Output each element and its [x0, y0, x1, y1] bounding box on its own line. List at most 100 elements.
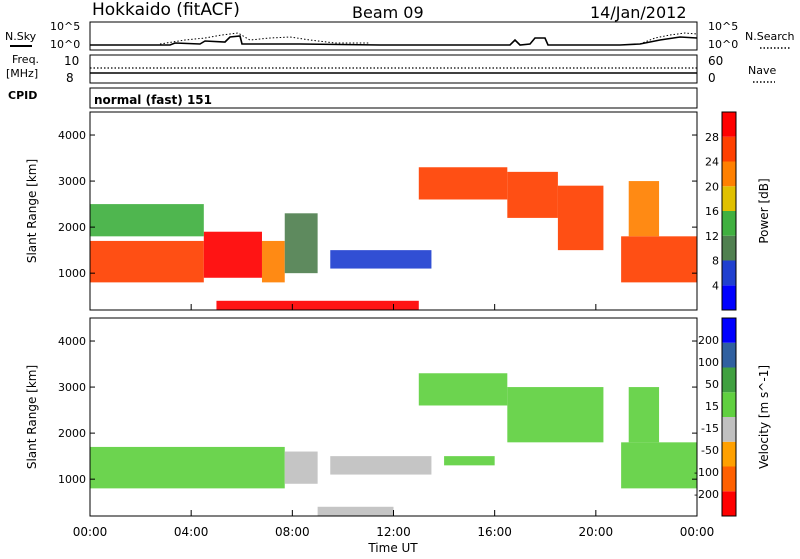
velocity-colorbar-tick-label: -15 [701, 422, 719, 435]
time-axis-label: Time UT [367, 541, 418, 554]
noise-sky-trace [90, 35, 698, 46]
velocity-colorbar-label: Velocity [m s^-1] [757, 365, 771, 469]
velocity-ylabel: Slant Range [km] [25, 365, 39, 469]
velocity-y-tick-label: 1000 [58, 473, 86, 486]
velocity-colorbar-tick-label: -50 [701, 444, 719, 457]
power-scatter-region [203, 231, 262, 278]
date-title: 14/Jan/2012 [590, 3, 687, 22]
power-colorbar-swatch [722, 260, 736, 286]
power-colorbar-swatch [722, 211, 736, 236]
power-y-tick-label: 3000 [58, 175, 86, 188]
power-colorbar-tick-label: 16 [705, 205, 719, 218]
cpid-panel: CPID normal (fast) 151 [8, 87, 698, 109]
velocity-colorbar-tick-label: 15 [705, 400, 719, 413]
power-scatter-region [330, 250, 432, 269]
power-colorbar-tick-label: 8 [712, 255, 719, 268]
velocity-y-tick-label: 4000 [58, 335, 86, 348]
velocity-scatter-region [284, 451, 318, 484]
velocity-y-tick-label: 2000 [58, 427, 86, 440]
velocity-colorbar-frame [721, 317, 737, 517]
noise-panel: N.Sky 10^5 10^0 10^5 10^0 N.Search [5, 20, 795, 51]
freq-tick-10: 10 [64, 54, 79, 68]
noise-sky-label: N.Sky [5, 30, 37, 43]
nave-label: Nave [748, 64, 776, 77]
time-tick-label: 20:00 [579, 525, 614, 539]
power-panel: 1000 2000 3000 4000 Slant Range [km] 4 8 12 16… [25, 111, 771, 311]
velocity-colorbar-swatch [722, 466, 736, 492]
velocity-scatter-region [90, 446, 285, 489]
noise-panel-frame [89, 21, 698, 51]
power-colorbar-swatch [722, 112, 736, 137]
velocity-scatter-region [621, 442, 697, 489]
nave-tick-60: 60 [708, 54, 723, 68]
cpid-label: CPID [8, 89, 37, 102]
power-scatter-region [90, 204, 204, 237]
power-y-tick-label: 1000 [58, 267, 86, 280]
time-tick-label: 00:00 [73, 525, 108, 539]
noise-tick-bottom: 10^0 [50, 38, 80, 51]
noise-right-tick-bottom: 10^0 [708, 38, 738, 51]
velocity-colorbar-swatch [722, 392, 736, 417]
noise-search-label: N.Search [745, 30, 795, 43]
velocity-colorbar-swatch [722, 491, 736, 516]
velocity-colorbar-swatch [722, 441, 736, 467]
velocity-scatter-region [418, 373, 508, 406]
velocity-colorbar-swatch [722, 342, 736, 368]
power-heatmap-cells [90, 167, 697, 310]
time-tick-label: 04:00 [174, 525, 209, 539]
power-scatter-region [628, 181, 660, 237]
noise-right-tick-top: 10^5 [708, 20, 738, 33]
velocity-colorbar-swatch [722, 318, 736, 343]
velocity-colorbar-tick-label: 100 [698, 356, 719, 369]
power-colorbar-swatch [722, 186, 736, 211]
freq-label-2: [MHz] [6, 67, 38, 80]
power-colorbar-frame [721, 111, 737, 311]
freq-label-1: Freq. [12, 53, 39, 66]
time-tick-label: 00:00 [680, 525, 715, 539]
velocity-y-tick-label: 3000 [58, 381, 86, 394]
velocity-scatter-region [317, 506, 394, 516]
power-scatter-region [261, 240, 285, 283]
velocity-colorbar: 200 100 50 15 -15 -50 -100 -200 [694, 317, 737, 517]
power-colorbar-swatch [722, 235, 736, 261]
power-colorbar-swatch [722, 136, 736, 162]
power-colorbar: 4 8 12 16 20 24 28 [705, 111, 737, 311]
freq-tick-8: 8 [66, 71, 74, 85]
velocity-scatter-region [444, 456, 495, 466]
power-scatter-region [507, 171, 558, 218]
noise-search-trace [159, 32, 698, 45]
power-colorbar-tick-label: 20 [705, 180, 719, 193]
power-scatter-region [284, 213, 318, 274]
velocity-colorbar-swatch [722, 417, 736, 442]
power-y-axis: 1000 2000 3000 4000 [58, 129, 697, 280]
velocity-colorbar-tick-label: -200 [694, 488, 719, 501]
power-scatter-region [557, 185, 604, 251]
power-colorbar-tick-label: 12 [705, 230, 719, 243]
velocity-scatter-region [330, 456, 432, 475]
freq-panel: Freq. [MHz] 10 8 60 0 Nave [6, 53, 776, 85]
power-scatter-region [418, 167, 508, 200]
noise-tick-top: 10^5 [50, 20, 80, 33]
time-tick-label: 08:00 [275, 525, 310, 539]
power-scatter-region [90, 240, 204, 283]
velocity-y-axis: 1000 2000 3000 4000 [58, 335, 697, 486]
freq-panel-frame [89, 54, 698, 84]
velocity-colorbar-tick-label: -100 [694, 466, 719, 479]
power-colorbar-label: Power [dB] [757, 178, 771, 243]
station-title: Hokkaido (fitACF) [92, 0, 240, 20]
time-tick-label: 16:00 [477, 525, 512, 539]
power-scatter-region [621, 236, 697, 283]
beam-title: Beam 09 [352, 3, 424, 22]
nave-tick-0: 0 [708, 71, 716, 85]
velocity-colorbar-swatch [722, 367, 736, 393]
power-y-tick-label: 2000 [58, 221, 86, 234]
power-colorbar-tick-label: 24 [705, 156, 719, 169]
time-axis: 00:00 04:00 08:00 12:00 16:00 20:00 00:00 [73, 304, 715, 539]
power-scatter-region [216, 300, 419, 310]
power-colorbar-swatch [722, 285, 736, 310]
power-colorbar-tick-label: 28 [705, 131, 719, 144]
velocity-colorbar-tick-label: 200 [698, 334, 719, 347]
power-y-tick-label: 4000 [58, 129, 86, 142]
